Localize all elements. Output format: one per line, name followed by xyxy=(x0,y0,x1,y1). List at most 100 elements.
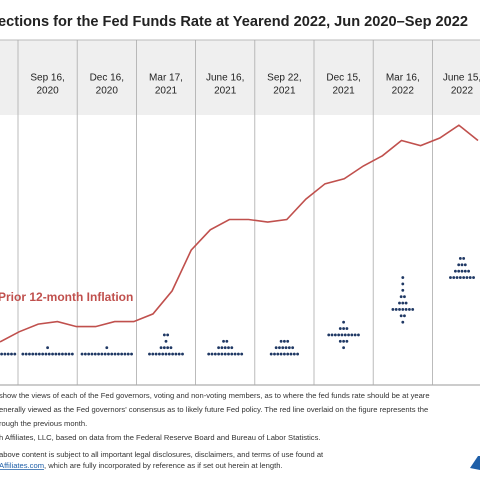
dot xyxy=(401,276,405,279)
dot xyxy=(401,320,405,324)
dot xyxy=(342,339,345,343)
footnote-tail: , which are fully incorporated by refere… xyxy=(44,461,283,470)
link[interactable]: Affiliates.com xyxy=(0,461,44,470)
inflation-line xyxy=(0,124,479,343)
dot xyxy=(457,263,461,267)
dot xyxy=(116,352,120,356)
dot xyxy=(292,352,296,356)
column-label: 2022 xyxy=(451,86,474,97)
dot xyxy=(449,276,452,279)
dot xyxy=(457,269,461,273)
dot xyxy=(347,333,350,337)
footnote: enerally viewed as the Fed governors' co… xyxy=(0,405,428,414)
logo xyxy=(470,456,480,470)
dot xyxy=(51,352,54,356)
dot xyxy=(162,346,166,350)
dot xyxy=(181,352,184,356)
dot xyxy=(220,352,224,356)
dot xyxy=(174,352,178,356)
dot xyxy=(223,352,227,356)
dot xyxy=(357,333,360,337)
dot xyxy=(113,352,117,356)
dot xyxy=(287,346,291,350)
footnote: h Affiliates, LLC, based on data from th… xyxy=(0,433,321,442)
dot xyxy=(337,333,341,337)
dot xyxy=(41,352,45,356)
dot xyxy=(227,346,230,350)
dot xyxy=(3,352,7,356)
dot xyxy=(460,263,464,267)
dot xyxy=(398,308,401,311)
header-band xyxy=(0,40,480,115)
dot xyxy=(350,333,354,337)
dot xyxy=(105,346,109,350)
dot xyxy=(467,269,470,273)
dot xyxy=(454,269,457,273)
dot xyxy=(0,352,4,356)
dot xyxy=(107,352,110,356)
dot xyxy=(455,276,459,279)
dot xyxy=(465,276,469,279)
dot xyxy=(57,352,61,356)
dot xyxy=(279,352,283,356)
dot xyxy=(46,346,49,350)
dot xyxy=(333,333,337,337)
dot xyxy=(47,352,51,356)
dot xyxy=(100,352,104,356)
dot xyxy=(123,352,127,356)
column-label: Dec 15, xyxy=(326,73,360,84)
footnote: rough the previous month. xyxy=(0,419,87,428)
dot xyxy=(223,346,227,350)
dot xyxy=(468,276,472,279)
dot xyxy=(6,352,10,356)
dot xyxy=(462,276,466,279)
column-label: Sep 16, xyxy=(30,73,64,84)
dot xyxy=(327,333,331,337)
dot xyxy=(217,346,221,350)
dot xyxy=(151,352,155,356)
column-label: 2021 xyxy=(214,86,237,97)
dot xyxy=(154,352,158,356)
dot xyxy=(237,352,240,356)
dot xyxy=(97,352,100,356)
dot xyxy=(44,352,48,356)
dot xyxy=(24,352,28,356)
footnote: show the views of each of the Fed govern… xyxy=(0,391,430,400)
dot xyxy=(399,314,403,318)
dot xyxy=(220,346,224,350)
dot xyxy=(159,346,163,350)
dot xyxy=(394,308,398,311)
dot xyxy=(177,352,181,356)
dot xyxy=(472,276,475,279)
dot xyxy=(353,333,357,337)
dot xyxy=(340,333,344,337)
dot xyxy=(403,295,406,299)
dot xyxy=(103,352,107,356)
dot xyxy=(401,301,405,305)
dot xyxy=(338,327,342,330)
dot xyxy=(286,352,290,356)
dot xyxy=(408,308,411,311)
dot xyxy=(230,346,234,350)
dot xyxy=(166,333,170,337)
dot xyxy=(207,352,211,356)
dot xyxy=(233,352,237,356)
dot xyxy=(345,327,349,330)
column-label: Dec 16, xyxy=(90,73,124,84)
dot xyxy=(460,269,464,273)
dot xyxy=(225,339,229,343)
column-label: Sep 22, xyxy=(267,73,301,84)
dot xyxy=(126,352,130,356)
dot xyxy=(274,346,278,350)
dot xyxy=(222,339,225,343)
dot xyxy=(227,352,230,356)
dot xyxy=(404,308,408,311)
dot xyxy=(80,352,84,356)
footnote: above content is subject to all importan… xyxy=(0,450,324,459)
dot xyxy=(296,352,299,356)
dot xyxy=(110,352,114,356)
column-label: 2021 xyxy=(273,86,296,97)
dot xyxy=(240,352,244,356)
column-label: 2020 xyxy=(96,86,119,97)
